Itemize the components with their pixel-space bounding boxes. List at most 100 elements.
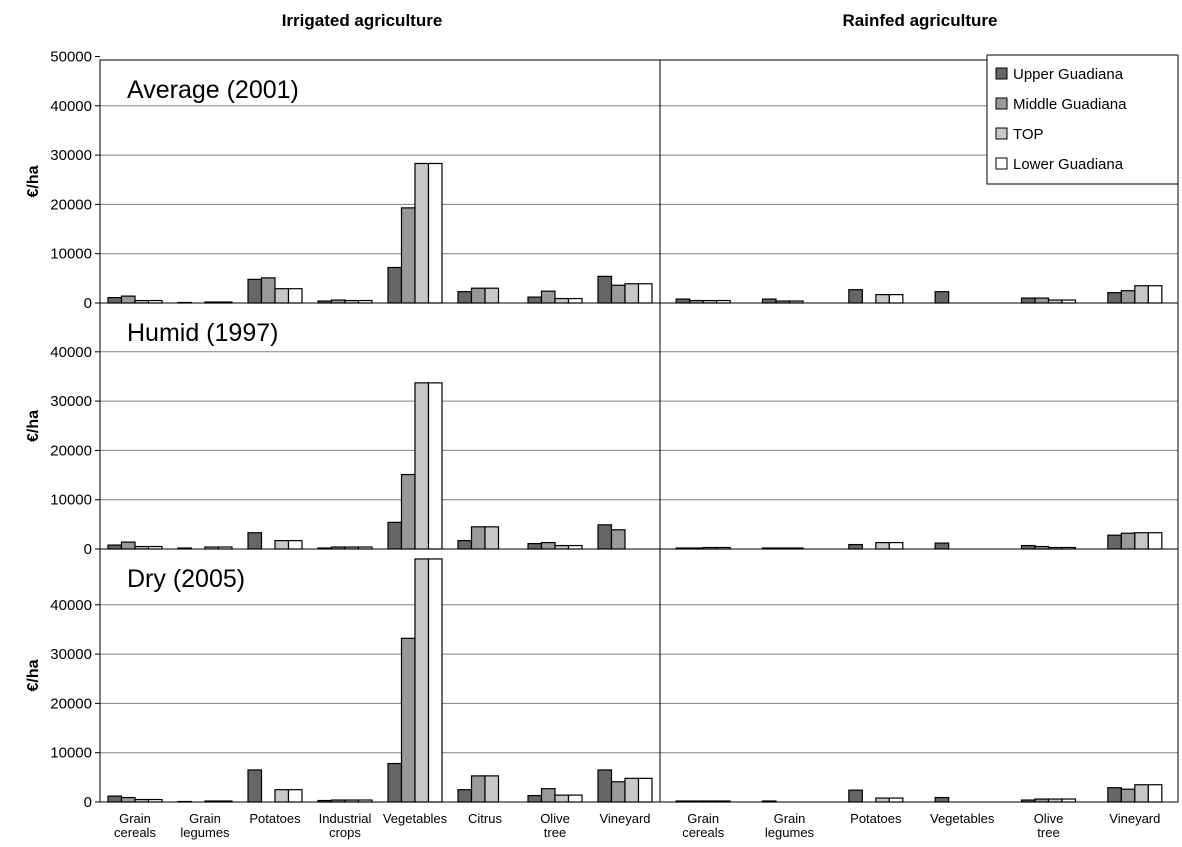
bar bbox=[1107, 787, 1122, 803]
bar bbox=[540, 788, 556, 803]
bar bbox=[567, 794, 583, 803]
bar bbox=[624, 777, 640, 803]
bar bbox=[1107, 534, 1122, 550]
bar bbox=[400, 637, 416, 803]
bar bbox=[247, 769, 263, 803]
bar bbox=[554, 544, 570, 550]
y-tick-label: 10000 bbox=[50, 492, 92, 509]
bar bbox=[567, 297, 583, 304]
bar bbox=[107, 296, 123, 304]
x-tick-label: Industrial crops bbox=[319, 811, 372, 840]
bar bbox=[427, 162, 443, 304]
bar bbox=[400, 207, 416, 304]
legend-label: Middle Guadiana bbox=[1013, 96, 1127, 113]
bar bbox=[274, 288, 290, 304]
bar bbox=[400, 473, 416, 550]
y-tick-label: 10000 bbox=[50, 745, 92, 762]
bar bbox=[554, 794, 570, 803]
y-tick-label: 30000 bbox=[50, 147, 92, 164]
y-tick-label: 20000 bbox=[50, 442, 92, 459]
bar bbox=[1107, 292, 1122, 304]
y-tick-label: 0 bbox=[84, 794, 92, 811]
bar bbox=[597, 275, 613, 304]
y-tick-label: 50000 bbox=[50, 49, 92, 66]
x-tick-label: Grain cereals bbox=[114, 811, 156, 840]
bar bbox=[610, 284, 626, 304]
bar bbox=[484, 775, 500, 803]
bar bbox=[287, 288, 303, 304]
x-tick-label: Olive tree bbox=[1034, 811, 1064, 840]
legend: Upper Guadiana Middle Guadiana TOP Lower Gu… bbox=[986, 54, 1179, 185]
bar bbox=[274, 789, 290, 803]
bar bbox=[848, 289, 863, 304]
bar bbox=[554, 297, 570, 304]
bar bbox=[1147, 532, 1163, 550]
bar bbox=[470, 775, 486, 803]
bar bbox=[414, 382, 430, 550]
bar bbox=[675, 298, 691, 304]
y-tick-label: 40000 bbox=[50, 344, 92, 361]
plot-area: 0 10000 20000 30000 40000 50000 €/ha Average (2… bbox=[25, 49, 1179, 840]
bar bbox=[567, 544, 583, 550]
bar bbox=[540, 541, 556, 550]
y-tick-label: 40000 bbox=[50, 597, 92, 614]
x-tick-label: Vineyard bbox=[1109, 811, 1160, 826]
bar bbox=[934, 291, 950, 304]
bar bbox=[527, 794, 543, 803]
column-title-irrigated: Irrigated agriculture bbox=[282, 11, 443, 30]
bar bbox=[624, 283, 640, 304]
y-tick-label: 0 bbox=[84, 295, 92, 312]
bar bbox=[540, 290, 556, 304]
x-tick-label: Vegetables bbox=[383, 811, 448, 826]
bar bbox=[120, 796, 136, 803]
y-axis-label: €/ha bbox=[25, 165, 42, 197]
bar bbox=[848, 789, 863, 803]
bar bbox=[1120, 290, 1136, 304]
bar bbox=[274, 540, 290, 550]
bar bbox=[260, 277, 276, 304]
bar bbox=[875, 797, 890, 803]
bar bbox=[527, 542, 543, 550]
bar bbox=[427, 382, 443, 550]
column-title-rainfed: Rainfed agriculture bbox=[843, 11, 998, 30]
x-tick-label: Olive tree bbox=[540, 811, 570, 840]
x-tick-label: Grain cereals bbox=[682, 811, 724, 840]
bar bbox=[457, 291, 473, 304]
x-tick-label: Grain legumes bbox=[180, 811, 230, 840]
bar bbox=[888, 294, 904, 304]
legend-swatch bbox=[995, 157, 1008, 170]
bar bbox=[247, 278, 263, 304]
bar bbox=[387, 521, 403, 550]
bar bbox=[848, 543, 863, 550]
bar bbox=[1020, 297, 1036, 304]
x-tick-label: Vineyard bbox=[599, 811, 650, 826]
bar bbox=[1134, 285, 1149, 304]
bar bbox=[457, 789, 473, 803]
bar bbox=[414, 558, 430, 803]
y-tick-label: 40000 bbox=[50, 98, 92, 115]
bar bbox=[107, 795, 123, 803]
bar bbox=[610, 529, 626, 550]
x-tick-label: Citrus bbox=[468, 811, 502, 826]
bar bbox=[934, 796, 950, 803]
panel-title: Dry (2005) bbox=[127, 565, 245, 593]
bar bbox=[1134, 784, 1149, 803]
bar bbox=[427, 558, 443, 803]
panel-title: Average (2001) bbox=[127, 76, 299, 104]
y-tick-label: 10000 bbox=[50, 246, 92, 263]
bar bbox=[287, 540, 303, 550]
x-tick-label: Vegetables bbox=[930, 811, 995, 826]
bar bbox=[1147, 285, 1163, 304]
bar bbox=[484, 287, 500, 304]
bar bbox=[597, 524, 613, 550]
bar bbox=[875, 294, 890, 304]
legend-swatch bbox=[995, 127, 1008, 140]
bar bbox=[484, 526, 500, 550]
bar bbox=[610, 781, 626, 803]
bar bbox=[888, 541, 904, 550]
bar bbox=[247, 532, 263, 550]
bar bbox=[287, 789, 303, 803]
bar bbox=[457, 540, 473, 550]
bar bbox=[387, 266, 403, 304]
